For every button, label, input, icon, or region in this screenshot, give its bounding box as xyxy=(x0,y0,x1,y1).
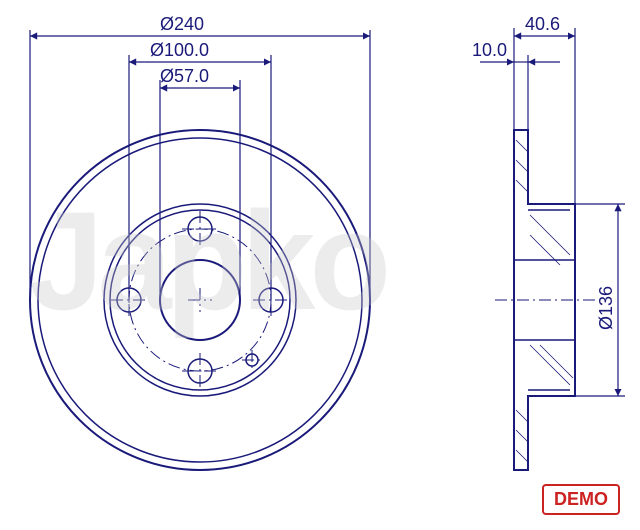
front-dimensions: Ø240 Ø100.0 Ø57.0 xyxy=(30,14,370,300)
dim-hat-depth: 40.6 xyxy=(525,14,560,34)
dim-center-bore: Ø57.0 xyxy=(160,66,209,86)
dim-outer-diameter: Ø240 xyxy=(160,14,204,34)
front-view xyxy=(30,130,370,470)
dim-hat-diameter: Ø136 xyxy=(596,286,616,330)
demo-badge: DEMO xyxy=(542,484,620,515)
technical-drawing: Ø240 Ø100.0 Ø57.0 xyxy=(0,0,640,530)
side-view xyxy=(495,130,600,470)
dim-thickness: 10.0 xyxy=(472,40,507,60)
dim-bolt-circle: Ø100.0 xyxy=(150,40,209,60)
